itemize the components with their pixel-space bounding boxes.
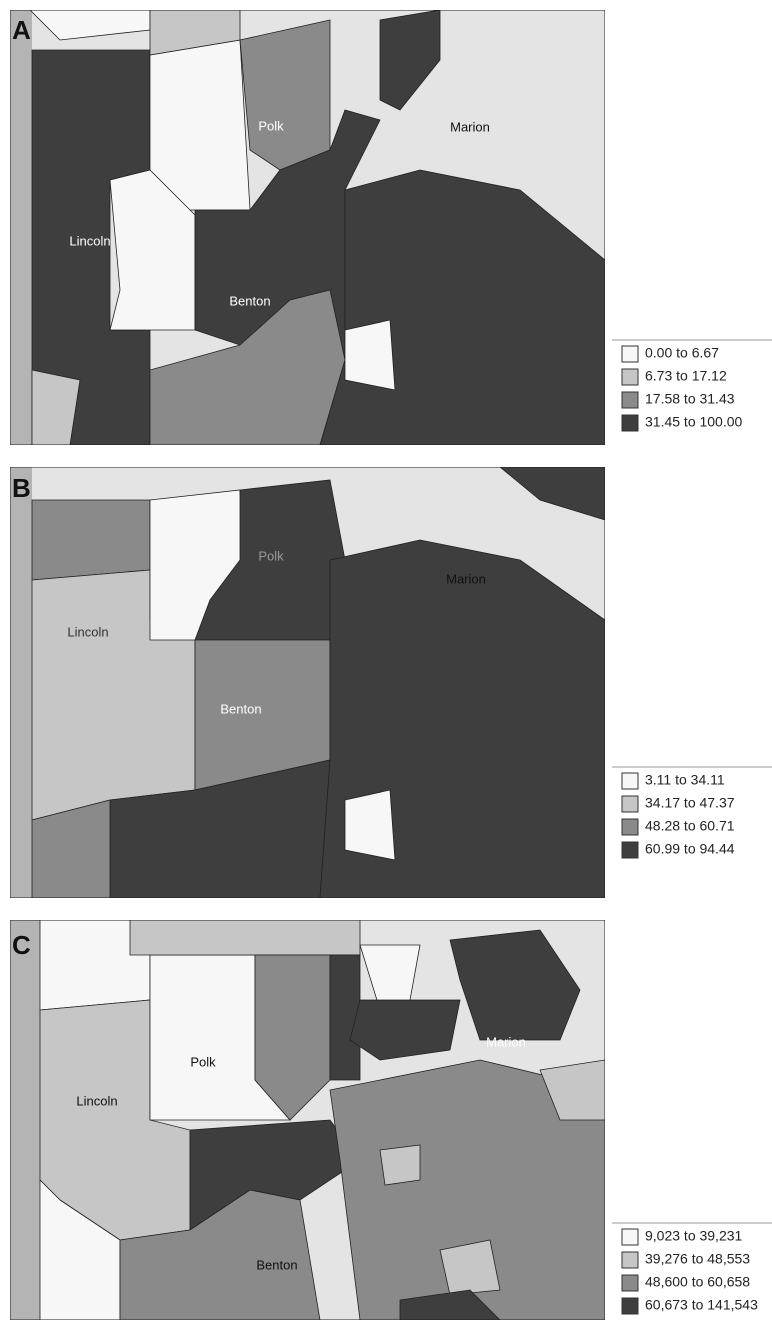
panel-letter: B [12,473,31,503]
legend-label: 3.11 to 34.11 [645,772,725,788]
legend-swatch [622,415,638,431]
legend-swatch [622,773,638,789]
legend-label: 0.00 to 6.67 [645,345,719,361]
legend-swatch [622,1252,638,1268]
map-c [10,920,605,1320]
legend-label: 31.45 to 100.00 [645,414,743,430]
figure: A Polk Marion Lincoln Benton B Polk Mari… [0,0,772,1320]
county-label: Polk [258,548,284,563]
county-label: Lincoln [76,1093,117,1108]
legend-label: 60.99 to 94.44 [645,841,735,857]
county-label: Marion [450,119,490,134]
county-label: Benton [256,1257,297,1272]
legends: 0.00 to 6.67 6.73 to 17.12 17.58 to 31.43 3… [612,340,772,1314]
legend-swatch [622,1298,638,1314]
legend-label: 17.58 to 31.43 [645,391,735,407]
map-b [10,467,605,898]
legend-label: 6.73 to 17.12 [645,368,727,384]
legend-label: 60,673 to 141,543 [645,1297,758,1313]
legend-swatch [622,392,638,408]
panel-letter: C [12,930,31,960]
county-label: Lincoln [69,233,110,248]
map-a [10,10,605,445]
legend-label: 34.17 to 47.37 [645,795,735,811]
legend-label: 48,600 to 60,658 [645,1274,750,1290]
legend-label: 39,276 to 48,553 [645,1251,750,1267]
legend-swatch [622,346,638,362]
county-label: Polk [258,118,284,133]
legend-swatch [622,1275,638,1291]
legend-swatch [622,369,638,385]
legend-label: 9,023 to 39,231 [645,1228,743,1244]
legend-swatch [622,819,638,835]
county-label: Polk [190,1054,216,1069]
county-label: Marion [446,571,486,586]
county-label: Benton [220,701,261,716]
legend-swatch [622,842,638,858]
county-label: Lincoln [67,624,108,639]
legend-swatch [622,796,638,812]
legend-swatch [622,1229,638,1245]
county-label: Benton [229,293,270,308]
panel-letter: A [12,15,31,45]
legend-label: 48.28 to 60.71 [645,818,735,834]
county-label: Marion [486,1034,526,1049]
